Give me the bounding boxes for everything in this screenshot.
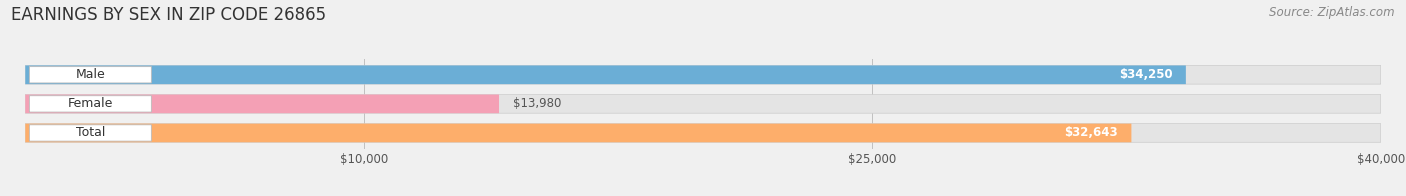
Text: $13,980: $13,980: [513, 97, 561, 110]
Text: Source: ZipAtlas.com: Source: ZipAtlas.com: [1270, 6, 1395, 19]
Text: Male: Male: [76, 68, 105, 81]
FancyBboxPatch shape: [30, 125, 152, 141]
FancyBboxPatch shape: [25, 65, 1185, 84]
Text: $32,643: $32,643: [1064, 126, 1118, 140]
Text: EARNINGS BY SEX IN ZIP CODE 26865: EARNINGS BY SEX IN ZIP CODE 26865: [11, 6, 326, 24]
FancyBboxPatch shape: [25, 65, 1381, 84]
FancyBboxPatch shape: [30, 67, 152, 83]
FancyBboxPatch shape: [25, 94, 1381, 113]
Text: Female: Female: [67, 97, 112, 110]
FancyBboxPatch shape: [25, 124, 1381, 142]
FancyBboxPatch shape: [25, 124, 1132, 142]
Text: Total: Total: [76, 126, 105, 140]
FancyBboxPatch shape: [30, 96, 152, 112]
Text: $34,250: $34,250: [1119, 68, 1173, 81]
FancyBboxPatch shape: [25, 94, 499, 113]
